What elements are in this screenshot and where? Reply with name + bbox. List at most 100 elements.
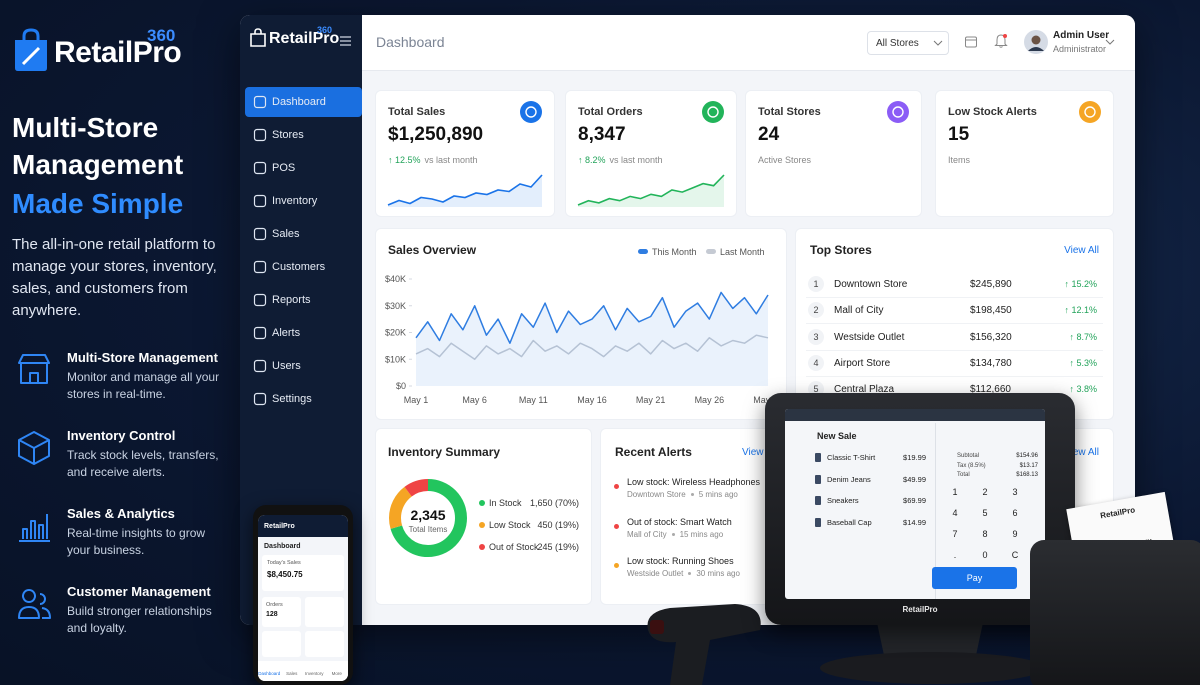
feature-description: Real-time insights to grow your business… <box>67 526 206 557</box>
kpi-icon <box>1079 101 1101 123</box>
store-change: ↑ 8.7% <box>1069 331 1097 342</box>
nav-item[interactable]: Inventory <box>245 186 362 216</box>
nav-icon <box>253 293 267 307</box>
phone-tab[interactable]: Inventory <box>304 671 324 676</box>
x-tick-label: May 26 <box>695 395 725 405</box>
store-change: ↑ 15.2% <box>1064 279 1097 289</box>
pos-key[interactable]: 8 <box>982 529 988 539</box>
y-tick-label: $30K <box>385 301 406 311</box>
pos-total-label: Tax (8.5%) <box>957 462 986 469</box>
calendar-shape <box>965 36 977 48</box>
sidebar-brand: RetailPro <box>269 30 340 47</box>
nav-item[interactable]: POS <box>245 153 362 183</box>
nav-item[interactable]: Sales <box>245 219 362 249</box>
kpi-sub: Active Stores <box>758 155 811 165</box>
phone-card: Today's Sales $8,450.75 <box>262 555 344 591</box>
kpi-icon-bg <box>887 101 909 123</box>
pos-screen: New Sale Classic T-Shirt $19.99 Denim Jeans… <box>785 409 1045 599</box>
alert-meta: Downtown Store 5 mins ago <box>627 490 738 499</box>
nav-item[interactable]: Users <box>245 351 362 381</box>
store-sales: $245,890 <box>970 279 1012 290</box>
legend-swatch-shape <box>706 249 716 254</box>
kpi-icon-bg <box>520 101 542 123</box>
phone-tab[interactable]: Sales <box>286 671 298 676</box>
kpi-card: Total Sales $1,250,890 ↑ 12.5% vs last mont… <box>375 90 555 217</box>
nav-item[interactable]: Reports <box>245 285 362 315</box>
alerts-card: Recent Alerts View All Low stock: Wireless… <box>600 428 787 605</box>
kpi-value: 15 <box>948 124 970 145</box>
pos-item-price: $19.99 <box>903 453 926 462</box>
pos-key[interactable]: 1 <box>952 487 958 497</box>
pay-button[interactable]: Pay <box>932 567 1017 589</box>
phone-sales-value: $8,450.75 <box>267 570 303 579</box>
logo-handle <box>22 28 40 40</box>
chevron <box>933 40 943 46</box>
legend-label: In Stock <box>489 498 522 508</box>
kpi-change: ↑ 12.5% <box>388 155 421 165</box>
feature-icon <box>18 354 50 384</box>
pos-key[interactable]: 3 <box>1012 487 1018 497</box>
phone-tab[interactable]: Dashboard <box>258 671 281 676</box>
inventory-card: Inventory Summary 2,345 Total Items In Stoc… <box>375 428 592 605</box>
legend-swatch <box>479 500 485 506</box>
pos-key[interactable]: 2 <box>982 487 988 497</box>
x-tick-label: May 16 <box>577 395 607 405</box>
pos-total-value: $168.13 <box>1016 472 1038 478</box>
nav-icon-shape <box>253 392 267 406</box>
phone-tab[interactable]: More <box>331 671 342 676</box>
view-all-link[interactable]: View All <box>1064 245 1099 256</box>
store-row: 2 Mall of City $198,450 ↑ 12.1% <box>806 299 1103 325</box>
nav-item[interactable]: Alerts <box>245 318 362 348</box>
pos-key[interactable]: 4 <box>952 508 958 518</box>
phone-card: Orders 128 <box>262 597 301 627</box>
pos-key[interactable]: 9 <box>1012 529 1018 539</box>
phone-card <box>305 631 344 657</box>
view-all-link[interactable]: View All <box>1064 447 1099 458</box>
nav-icon <box>253 128 267 142</box>
nav-item[interactable]: Customers <box>245 252 362 282</box>
alert-separator <box>671 532 675 536</box>
header: Dashboard All Stores Admin User Administrat… <box>362 15 1135 71</box>
nav-item[interactable]: Dashboard <box>245 87 362 117</box>
kpi-sub: ↑ 12.5% vs last month <box>388 155 478 165</box>
pos-key[interactable]: 6 <box>1012 508 1018 518</box>
pos-key[interactable]: C <box>1011 550 1019 560</box>
bell-badge <box>1003 34 1007 38</box>
alert-store: Mall of City <box>627 529 667 539</box>
pos-key[interactable]: 0 <box>982 550 988 560</box>
bell-shape <box>994 34 1008 48</box>
store-sales: $156,320 <box>970 331 1012 343</box>
kpi-sub: Items <box>948 155 970 165</box>
kpi-icon <box>520 101 542 123</box>
feature-icon-shape <box>19 514 50 542</box>
nav-icon-shape <box>253 293 267 307</box>
value-label: 450 (19%) <box>537 520 579 530</box>
nav-item[interactable]: Stores <box>245 120 362 150</box>
kpi-icon-glyph <box>707 106 719 118</box>
kpi-value: 8,347 <box>578 124 626 145</box>
phone-sales-label: Today's Sales <box>267 560 301 566</box>
store-sales: $198,450 <box>970 305 1012 317</box>
bell-icon <box>994 34 1008 48</box>
pos-key[interactable]: 5 <box>982 508 988 518</box>
pos-key[interactable]: 7 <box>952 529 958 539</box>
nav-icon-shape <box>253 227 267 241</box>
kpi-label: Total Stores <box>758 106 821 118</box>
logo-bag <box>250 28 266 47</box>
sidebar-logo <box>250 28 266 47</box>
pos-item-icon <box>815 453 821 462</box>
nav-item[interactable]: Settings <box>245 384 362 414</box>
hero-description: The all-in-one retail platform to manage… <box>12 236 217 319</box>
store-filter[interactable]: All Stores <box>867 31 949 55</box>
feature-icon-shape <box>18 431 50 465</box>
alert-title: Low stock: Running Shoes <box>627 556 734 566</box>
pos-key[interactable]: . <box>953 550 957 560</box>
legend-swatch <box>479 522 485 528</box>
donut-total-label: Total Items <box>409 525 448 534</box>
sales-chart: $0 $10K $20K $30K $40K May 1 May 6 May 11 May 16… <box>385 274 783 405</box>
view-all-link[interactable]: View All <box>742 447 777 458</box>
kpi-icon <box>887 101 909 123</box>
nav-icon <box>253 161 267 175</box>
pos-item-price: $69.99 <box>903 496 926 505</box>
pos-item-icon <box>815 496 821 505</box>
